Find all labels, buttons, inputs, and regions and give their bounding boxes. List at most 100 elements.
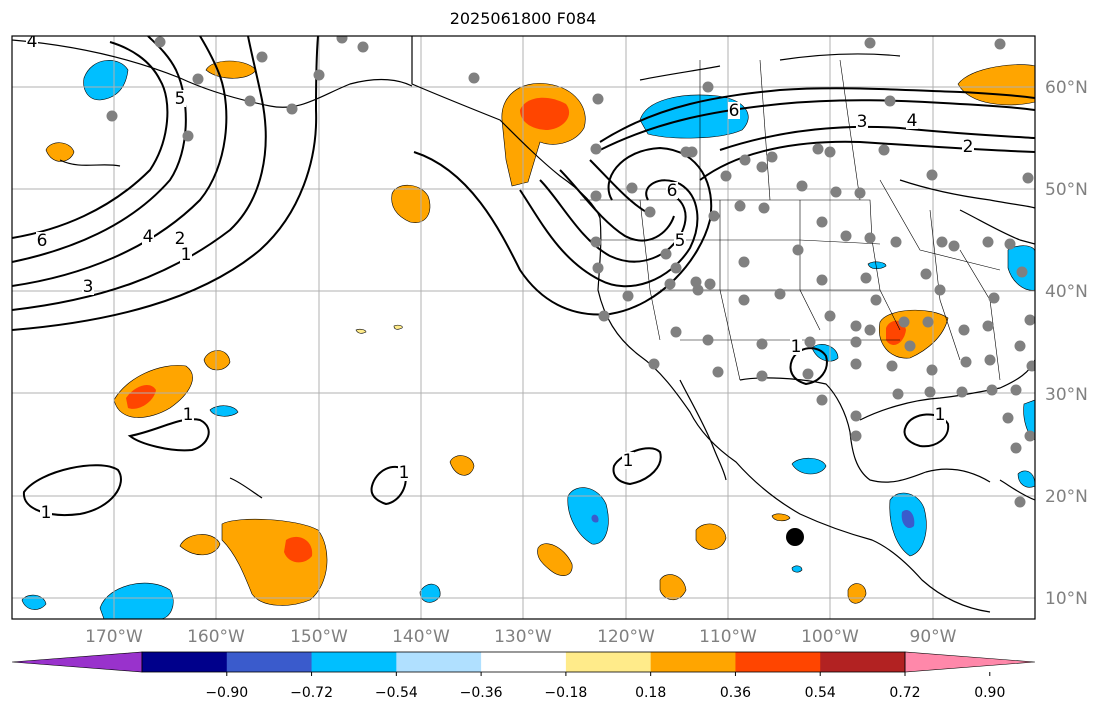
contour-label-bg — [182, 406, 194, 423]
colorbar-tick-label: 0.90 — [974, 685, 1005, 701]
contour-label: 3 — [83, 277, 94, 297]
map-title: 2025061800 F084 — [449, 9, 597, 28]
station-dot — [1022, 172, 1034, 184]
colorbar-segment — [311, 652, 397, 672]
station-dot — [468, 72, 480, 84]
colorbar-tick-label: −0.18 — [544, 685, 587, 701]
lon-label: 100°W — [801, 627, 859, 647]
contour-label: 4 — [27, 32, 38, 52]
station-dot — [988, 292, 1000, 304]
station-dot — [948, 240, 960, 252]
station-dot — [590, 236, 602, 248]
colorbar-segment — [481, 652, 567, 672]
station-dot — [1010, 442, 1022, 454]
lat-label: 20°N — [1045, 487, 1088, 507]
station-dot — [626, 182, 638, 194]
positive-anomaly-area — [221, 518, 328, 606]
station-dot — [592, 93, 604, 105]
station-dot — [1010, 384, 1022, 396]
station-dot — [670, 262, 682, 274]
positive-anomaly-core — [284, 536, 313, 563]
station-dot — [670, 326, 682, 338]
station-dot — [864, 232, 876, 244]
positive-anomaly-core — [520, 97, 570, 130]
station-dot — [936, 236, 948, 248]
station-dot — [864, 37, 876, 49]
station-dot — [648, 358, 660, 370]
contour-label: 1 — [183, 405, 194, 425]
station-dot — [720, 170, 732, 182]
station-dot — [106, 110, 118, 122]
station-dot — [738, 294, 750, 306]
negative-anomaly-area — [811, 344, 839, 362]
contour-label: 1 — [791, 337, 802, 357]
station-dot — [660, 248, 672, 260]
map-border — [11, 35, 1036, 620]
station-dot — [904, 340, 916, 352]
station-dot — [738, 256, 750, 268]
station-dot — [854, 187, 866, 199]
station-dot — [664, 278, 676, 290]
station-dot — [1016, 266, 1028, 278]
station-dot — [812, 143, 824, 155]
station-dot — [1002, 412, 1014, 424]
station-dot — [774, 288, 786, 300]
station-dot — [864, 324, 876, 336]
colorbar-tick-label: 0.36 — [720, 685, 751, 701]
station-dot — [926, 169, 938, 181]
station-dot — [884, 95, 896, 107]
contour-label: 1 — [623, 451, 634, 471]
negative-anomaly-area — [209, 405, 239, 417]
station-dot — [796, 180, 808, 192]
station-dot — [1004, 238, 1016, 250]
contour-label: 6 — [667, 181, 678, 201]
station-dot — [824, 310, 836, 322]
contour-label: 1 — [41, 503, 52, 523]
lat-label: 10°N — [1045, 589, 1088, 609]
station-dot — [1014, 496, 1026, 508]
colorbar — [11, 651, 1036, 673]
colorbar-segment — [820, 652, 906, 672]
lat-label: 30°N — [1045, 385, 1088, 405]
station-dot — [712, 366, 724, 378]
contour-label-bg — [728, 102, 740, 119]
colorbar-extend-max — [904, 651, 1036, 673]
contour-label: 5 — [675, 231, 686, 251]
colorbar-tick-label: −0.36 — [460, 685, 503, 701]
colorbar-segment — [650, 652, 736, 672]
positive-anomaly-area — [659, 574, 687, 601]
lon-label: 110°W — [699, 627, 757, 647]
contour-label-bg — [174, 230, 186, 247]
station-dot — [182, 130, 194, 142]
station-dot — [802, 368, 814, 380]
lon-label: 140°W — [392, 627, 450, 647]
station-dot — [850, 430, 862, 442]
contour-label: 2 — [175, 229, 186, 249]
station-dot — [1024, 314, 1035, 326]
station-dot — [622, 290, 634, 302]
station-dot — [336, 36, 348, 44]
colorbar-segment — [735, 652, 821, 672]
station-dot — [890, 236, 902, 248]
station-dot — [708, 210, 720, 222]
station-dot — [922, 316, 934, 328]
negative-anomaly-area — [1017, 470, 1035, 488]
colorbar-segment — [565, 652, 652, 672]
station-dot — [824, 146, 836, 158]
contour-label: 1 — [399, 463, 410, 483]
station-dot — [758, 202, 770, 214]
contour-label-bg — [36, 232, 48, 249]
station-dot — [1026, 360, 1035, 372]
colorbar-segment — [226, 652, 313, 672]
colorbar-outline — [141, 651, 906, 673]
positive-anomaly-area — [449, 455, 475, 476]
station-dot — [830, 186, 842, 198]
station-dot — [850, 358, 862, 370]
station-dot — [956, 386, 968, 398]
station-dot — [590, 190, 602, 202]
contour-label-bg — [82, 278, 94, 295]
station-dot — [357, 41, 369, 53]
colorbar-tick-label: −0.54 — [375, 685, 418, 701]
